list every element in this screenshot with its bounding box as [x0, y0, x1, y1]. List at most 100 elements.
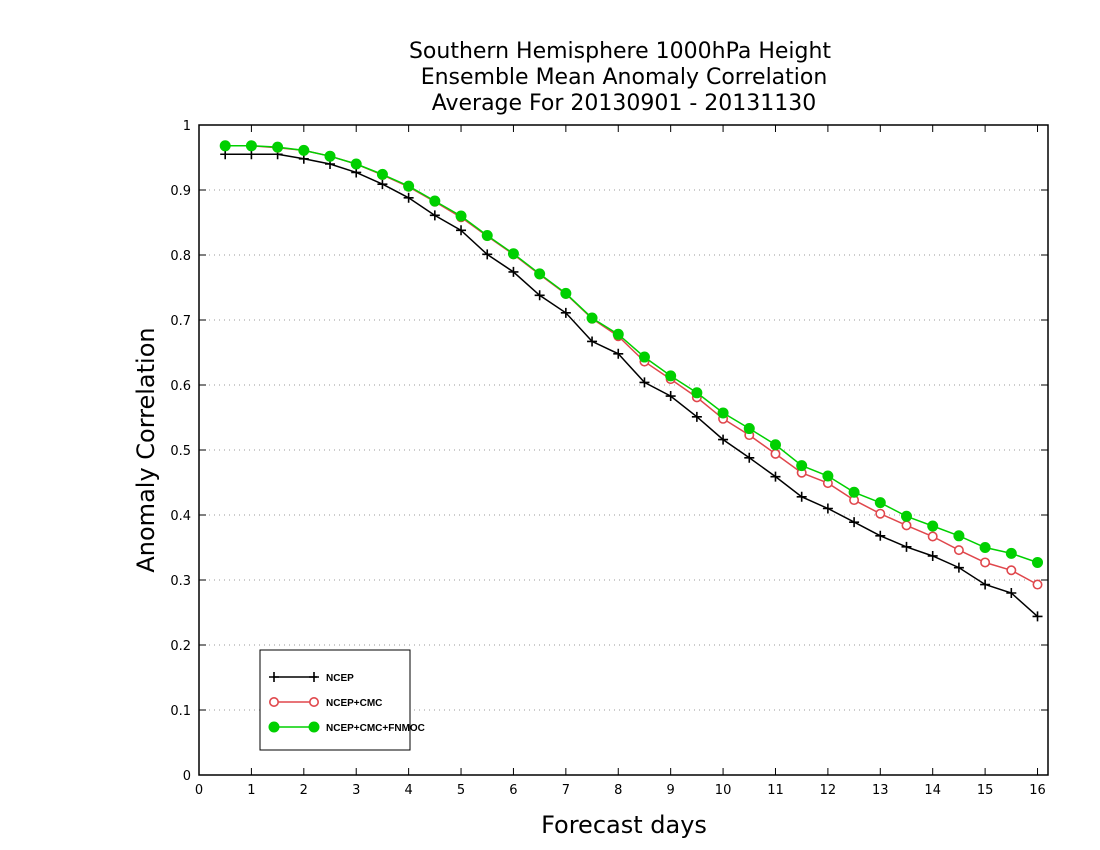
series-ncep-cmc-fnmoc [219, 140, 1044, 568]
filled-circle-marker [403, 180, 415, 192]
plus-marker [901, 541, 912, 552]
open-circle-marker [953, 545, 964, 556]
filled-circle-marker [245, 140, 257, 152]
legend-label: NCEP+CMC+FNMOC [326, 723, 425, 734]
x-tick-label: 4 [404, 783, 412, 798]
filled-circle-marker [848, 486, 860, 498]
legend-filled-circle-marker [308, 721, 320, 733]
x-tick-label: 5 [457, 783, 465, 798]
filled-circle-marker [1005, 547, 1017, 559]
legend-item: NCEP+CMC [268, 696, 382, 709]
plus-marker [718, 434, 729, 445]
plus-marker [1032, 611, 1043, 622]
plus-marker [796, 491, 807, 502]
open-circle-marker [770, 448, 781, 459]
filled-circle-marker [350, 158, 362, 170]
legend-label: NCEP+CMC [326, 698, 382, 709]
y-tick-label: 0.6 [170, 379, 191, 394]
legend: NCEP NCEP+CMC NCEP+CMC+FNMOC [259, 649, 425, 751]
legend-open-circle-marker [268, 696, 279, 707]
legend-item: NCEP [269, 672, 354, 684]
plus-marker [456, 225, 467, 236]
series-ncep [220, 149, 1043, 622]
filled-circle-marker [717, 407, 729, 419]
y-axis-title: Anomaly Correlation [132, 327, 160, 572]
filled-circle-marker [272, 141, 284, 153]
plus-marker [377, 179, 388, 190]
plus-marker [560, 307, 571, 318]
filled-circle-marker [481, 230, 493, 241]
x-tick-label: 15 [977, 783, 994, 798]
open-circle-marker [1006, 565, 1017, 576]
x-tick-label: 1 [247, 783, 255, 798]
filled-circle-marker [874, 497, 886, 509]
filled-circle-marker [1032, 556, 1044, 568]
legend-box [259, 649, 411, 751]
plus-marker [429, 210, 440, 221]
series-line [225, 153, 1038, 617]
filled-circle-marker [769, 439, 781, 451]
y-tick-label: 0.3 [170, 574, 191, 589]
legend-item: NCEP+CMC+FNMOC [268, 721, 425, 734]
plus-marker [613, 348, 624, 359]
y-tick-label: 0.8 [170, 249, 191, 264]
filled-circle-marker [429, 195, 441, 207]
plus-marker [927, 550, 938, 561]
x-tick-label: 9 [667, 783, 675, 798]
plus-marker [849, 517, 860, 528]
filled-circle-marker [638, 351, 650, 363]
open-circle-marker [1032, 579, 1043, 590]
chart-title-line-3: Average For 20130901 - 20131130 [432, 91, 817, 116]
y-tick-label: 0.2 [170, 639, 191, 654]
y-tick-label: 0 [183, 769, 191, 784]
y-tick-label: 1 [183, 119, 191, 134]
y-tick-label: 0.5 [170, 444, 191, 459]
series-ncep-cmc [220, 140, 1043, 590]
legend-open-circle-marker [308, 696, 319, 707]
plot-series [219, 140, 1044, 622]
x-tick-label: 14 [924, 783, 941, 798]
plus-marker [534, 290, 545, 301]
legend-plus-marker [269, 672, 279, 682]
plus-marker [980, 579, 991, 590]
x-tick-label: 6 [509, 783, 517, 798]
x-tick-label: 7 [562, 783, 570, 798]
filled-circle-marker [298, 144, 310, 156]
tick-labels: 00.10.20.30.40.50.60.70.80.910 1 2 3 4 5 6 7 8 9 1… [170, 119, 1045, 798]
filled-circle-marker [927, 520, 939, 532]
series-line [225, 145, 1038, 564]
filled-circle-marker [219, 140, 231, 152]
x-axis-title: Forecast days [541, 811, 707, 839]
open-circle-marker [980, 557, 991, 568]
filled-circle-marker [691, 387, 703, 399]
plus-marker [875, 530, 886, 541]
x-tick-label: 13 [872, 783, 889, 798]
open-circle-marker [901, 520, 912, 531]
plus-marker [508, 266, 519, 277]
filled-circle-marker [507, 248, 519, 260]
filled-circle-marker [901, 510, 912, 522]
filled-circle-marker [560, 287, 572, 299]
series-line [225, 145, 1038, 586]
x-tick-label: 3 [352, 783, 360, 798]
gridlines [199, 189, 1048, 711]
filled-circle-marker [455, 210, 467, 222]
legend-plus-marker [309, 672, 319, 682]
x-tick-label: 12 [820, 783, 837, 798]
filled-circle-marker [743, 423, 755, 435]
x-tick-label: 2 [300, 783, 308, 798]
legend-filled-circle-marker [268, 721, 280, 733]
plus-marker [953, 562, 964, 573]
filled-circle-marker [822, 470, 834, 482]
filled-circle-marker [979, 542, 991, 553]
filled-circle-marker [324, 150, 336, 162]
filled-circle-marker [612, 328, 624, 340]
axis-ticks [198, 124, 1048, 776]
plus-marker [587, 336, 598, 347]
plus-marker [822, 503, 833, 514]
chart-title-line-1: Southern Hemisphere 1000hPa Height [409, 39, 831, 64]
filled-circle-marker [796, 460, 808, 472]
x-tick-label: 10 [715, 783, 732, 798]
y-tick-label: 0.9 [170, 184, 191, 199]
